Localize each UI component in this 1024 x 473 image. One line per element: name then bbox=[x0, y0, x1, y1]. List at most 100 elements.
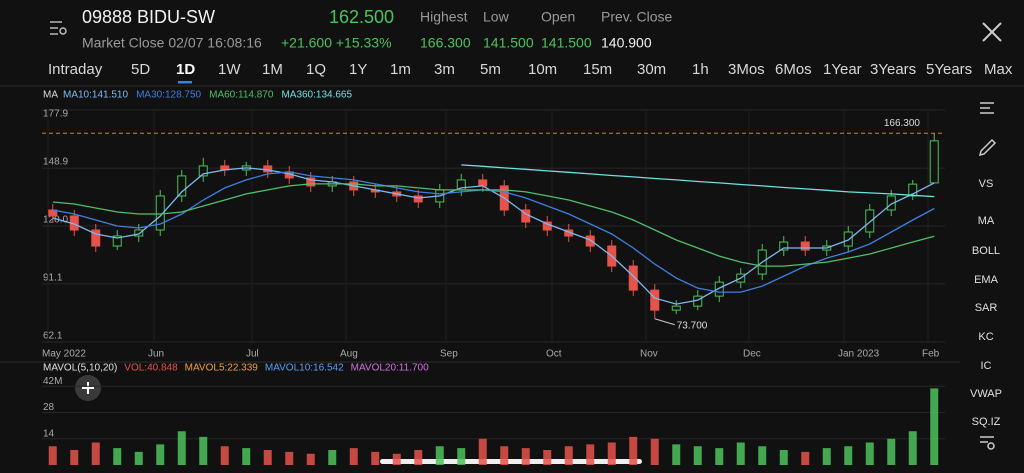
add-button[interactable] bbox=[75, 375, 101, 401]
tab[interactable]: 30m bbox=[637, 61, 666, 78]
candle-body bbox=[413, 195, 423, 203]
toolbar-item[interactable]: MA bbox=[978, 215, 995, 227]
candle-body bbox=[112, 235, 122, 247]
tab[interactable]: 6Mos bbox=[775, 61, 812, 78]
tab[interactable]: 5Years bbox=[926, 61, 972, 78]
legend-title: MA bbox=[43, 90, 58, 101]
tab[interactable]: 1m bbox=[390, 61, 411, 78]
ma-line bbox=[461, 164, 935, 198]
tab[interactable]: 1h bbox=[692, 61, 709, 78]
tab[interactable]: 1Year bbox=[823, 61, 862, 78]
candle-body bbox=[48, 209, 58, 217]
volume-bar bbox=[801, 451, 810, 465]
candle-body bbox=[650, 289, 660, 311]
tab[interactable]: 1M bbox=[262, 61, 283, 78]
symbol: 09888 BIDU-SW bbox=[82, 7, 215, 27]
toolbar-item[interactable]: BOLL bbox=[972, 245, 1000, 257]
x-tick-label: Jul bbox=[246, 349, 259, 360]
volume-bar bbox=[736, 442, 745, 465]
status: Market Close 02/07 16:08:16 bbox=[82, 35, 262, 51]
volume-bar bbox=[693, 446, 702, 465]
volume-bar bbox=[715, 448, 724, 465]
volume-bar bbox=[672, 444, 681, 465]
legend-item: MA60:114.870 bbox=[209, 90, 274, 101]
candle-body bbox=[155, 195, 165, 231]
tab[interactable]: 3Mos bbox=[728, 61, 765, 78]
tab[interactable]: 3Years bbox=[870, 61, 916, 78]
volume-bar bbox=[263, 450, 272, 465]
tab[interactable]: 3m bbox=[434, 61, 455, 78]
y-tick-label: 120.0 bbox=[43, 215, 68, 226]
candle-body bbox=[91, 229, 101, 247]
volume-bar bbox=[521, 448, 530, 465]
volume-bar bbox=[349, 448, 358, 465]
low-pointer bbox=[654, 318, 675, 326]
toolbar-item[interactable]: SAR bbox=[975, 302, 998, 314]
toolbar-item[interactable]: VWAP bbox=[970, 388, 1002, 400]
toolbar-item[interactable]: EMA bbox=[974, 274, 999, 286]
tab[interactable]: Max bbox=[984, 61, 1013, 78]
candle-body bbox=[929, 140, 939, 184]
candle-body bbox=[908, 183, 918, 197]
volume-bar bbox=[650, 438, 659, 465]
tab[interactable]: 5D bbox=[131, 61, 150, 78]
tab[interactable]: 10m bbox=[528, 61, 557, 78]
volume-legend-item: MAVOL(5,10,20) bbox=[43, 363, 117, 374]
volume-bar bbox=[414, 450, 423, 465]
volume-bar bbox=[779, 450, 788, 465]
tab-underline bbox=[178, 81, 192, 84]
tab[interactable]: Intraday bbox=[48, 61, 103, 78]
toolbar-item[interactable]: SQ.IZ bbox=[972, 416, 1001, 428]
volume-bar bbox=[48, 446, 57, 465]
volume-bar bbox=[392, 453, 401, 465]
volume-tick-label: 28 bbox=[43, 402, 55, 413]
volume-bar bbox=[543, 450, 552, 465]
volume-bar bbox=[328, 450, 337, 465]
volume-legend-item: MAVOL5:22.339 bbox=[185, 363, 259, 374]
stat-value: 166.300 bbox=[420, 35, 471, 51]
tab[interactable]: 5m bbox=[480, 61, 501, 78]
stat-label: Low bbox=[483, 9, 510, 25]
x-tick-label: Jun bbox=[148, 349, 164, 360]
close-button[interactable] bbox=[982, 22, 1002, 42]
price: 162.500 bbox=[329, 7, 394, 27]
tab[interactable]: 1Q bbox=[306, 61, 326, 78]
candle-body bbox=[306, 177, 316, 187]
legend-item: MA10:141.510 bbox=[63, 90, 128, 101]
volume-tick-label: 42M bbox=[43, 376, 62, 387]
stat-label: Highest bbox=[420, 9, 468, 25]
stat-label: Prev. Close bbox=[601, 9, 673, 25]
volume-bar bbox=[91, 442, 100, 465]
toolbar-item[interactable]: VS bbox=[979, 178, 994, 190]
volume-bar bbox=[586, 444, 595, 465]
volume-bar bbox=[242, 448, 251, 465]
tab[interactable]: 1Y bbox=[349, 61, 367, 78]
candle-body bbox=[134, 229, 144, 237]
volume-legend-item: VOL:40.848 bbox=[124, 363, 178, 374]
x-tick-label: Aug bbox=[340, 349, 358, 360]
candle-body bbox=[865, 209, 875, 233]
volume-bar bbox=[285, 451, 294, 465]
stat-label: Open bbox=[541, 9, 575, 25]
candle-body bbox=[800, 241, 810, 251]
menu-icon[interactable] bbox=[50, 21, 67, 35]
volume-bar bbox=[457, 448, 466, 465]
volume-bar bbox=[70, 450, 79, 465]
volume-bar bbox=[134, 451, 143, 465]
toolbar-icons[interactable] bbox=[978, 102, 997, 450]
candle-body bbox=[177, 175, 187, 197]
volume-bar bbox=[435, 446, 444, 465]
stat-value: 141.500 bbox=[483, 35, 534, 51]
volume-bar bbox=[220, 446, 229, 465]
volume-bar bbox=[930, 388, 939, 465]
stat-value: 140.900 bbox=[601, 35, 652, 51]
tab[interactable]: 1D bbox=[176, 61, 195, 78]
volume-bar bbox=[478, 438, 487, 465]
tab[interactable]: 15m bbox=[583, 61, 612, 78]
tab[interactable]: 1W bbox=[218, 61, 241, 78]
candle-body bbox=[478, 179, 488, 187]
toolbar-item[interactable]: KC bbox=[978, 331, 993, 343]
toolbar-item[interactable]: IC bbox=[981, 360, 992, 372]
